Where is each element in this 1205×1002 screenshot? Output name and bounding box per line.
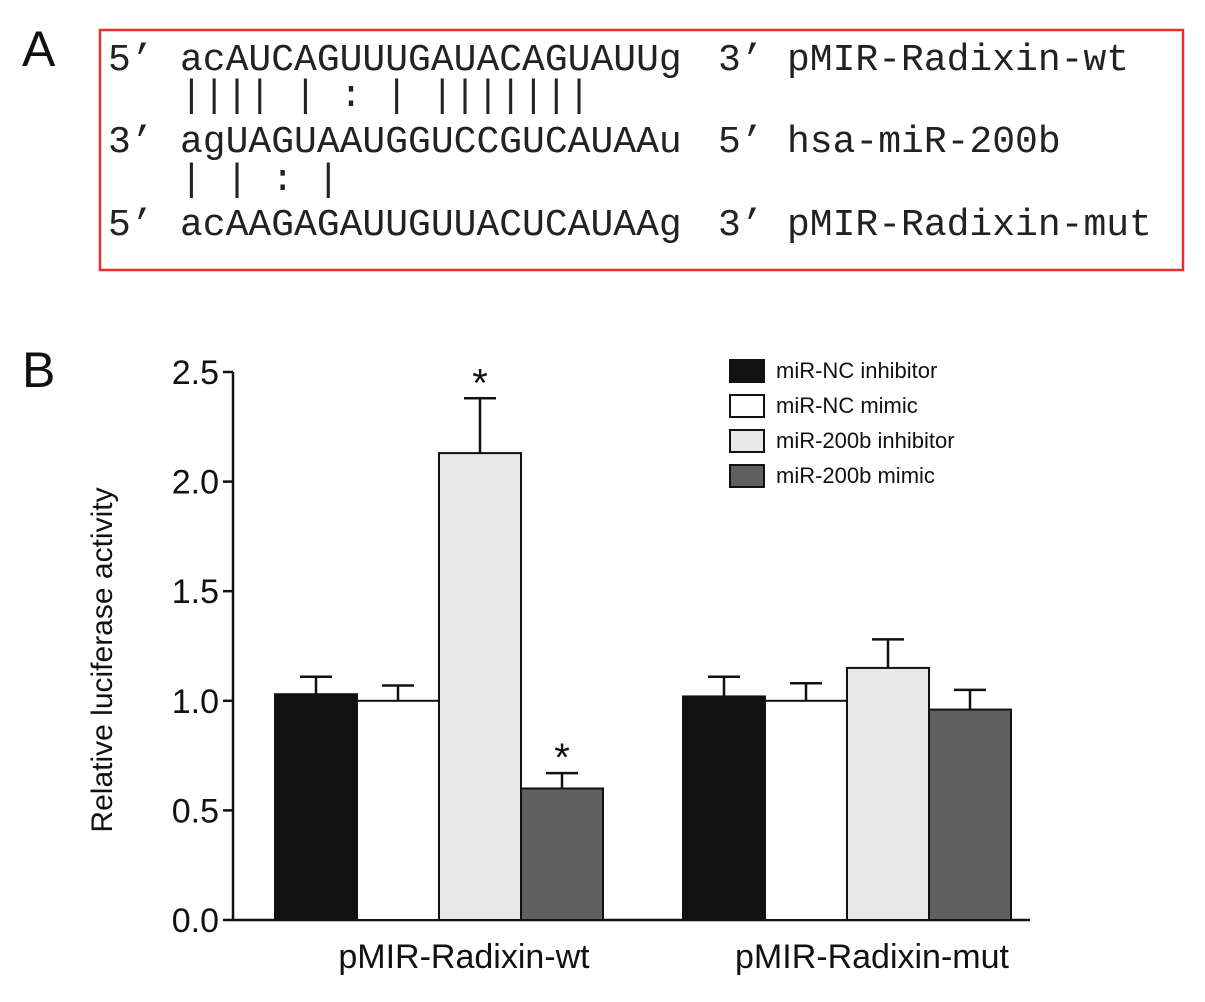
alignment-box	[98, 28, 1185, 272]
legend-label: miR-200b mimic	[776, 463, 935, 488]
strand-end: 3’	[108, 121, 154, 164]
error-bar	[464, 397, 496, 454]
y-tick-label: 2.5	[172, 354, 219, 392]
bar	[438, 452, 522, 921]
sequence-name: hsa-miR-200b	[787, 121, 1061, 164]
sequence: acAUCAGUUUGAUACAGUAUUg	[180, 39, 682, 82]
bar	[520, 787, 604, 921]
strand-end: 5’	[718, 121, 764, 164]
bar	[764, 699, 848, 921]
x-tick-label: pMIR-Radixin-mut	[735, 938, 1009, 976]
strand-end: 5’	[108, 39, 154, 82]
bar	[846, 666, 930, 921]
error-bar	[872, 638, 904, 668]
significance: *	[472, 361, 488, 405]
legend-label: miR-NC inhibitor	[776, 358, 937, 383]
sequence: acAAGAGAUUGUUACUCAUAAg	[180, 204, 682, 247]
pairing: |||| | : | |||||||	[180, 75, 590, 118]
pairing: | | : |	[180, 159, 340, 202]
bar	[356, 699, 440, 921]
error-bar	[382, 684, 414, 701]
y-tick-label: 0.0	[172, 902, 219, 940]
significance: *	[554, 736, 570, 780]
y-tick-label: 1.0	[172, 683, 219, 721]
y-tick-label: 1.5	[172, 573, 219, 611]
sequence-name: pMIR-Radixin-mut	[787, 204, 1152, 247]
legend-label: miR-200b inhibitor	[776, 428, 955, 453]
bar	[274, 693, 358, 921]
error-bar	[790, 682, 822, 701]
y-tick-label: 0.5	[172, 792, 219, 830]
x-tick-label: pMIR-Radixin-wt	[338, 938, 590, 976]
error-bar	[954, 688, 986, 710]
legend-swatch	[729, 429, 765, 453]
bar	[928, 708, 1012, 921]
error-bar	[300, 675, 332, 695]
y-axis-label: Relative luciferase activity	[86, 487, 119, 832]
panel-label: A	[22, 21, 56, 77]
panel-label: B	[22, 342, 55, 398]
strand-end: 3’	[718, 39, 764, 82]
strand-end: 5’	[108, 204, 154, 247]
sequence-name: pMIR-Radixin-wt	[787, 39, 1129, 82]
legend-swatch	[729, 394, 765, 418]
error-bar	[708, 675, 740, 697]
strand-end: 3’	[718, 204, 764, 247]
legend-swatch	[729, 359, 765, 383]
legend-label: miR-NC mimic	[776, 393, 918, 418]
error-bar	[546, 771, 578, 789]
y-tick-label: 2.0	[172, 464, 219, 502]
legend-swatch	[729, 464, 765, 488]
bar	[682, 695, 766, 922]
sequence: agUAGUAAUGGUCCGUCAUAAu	[180, 121, 682, 164]
